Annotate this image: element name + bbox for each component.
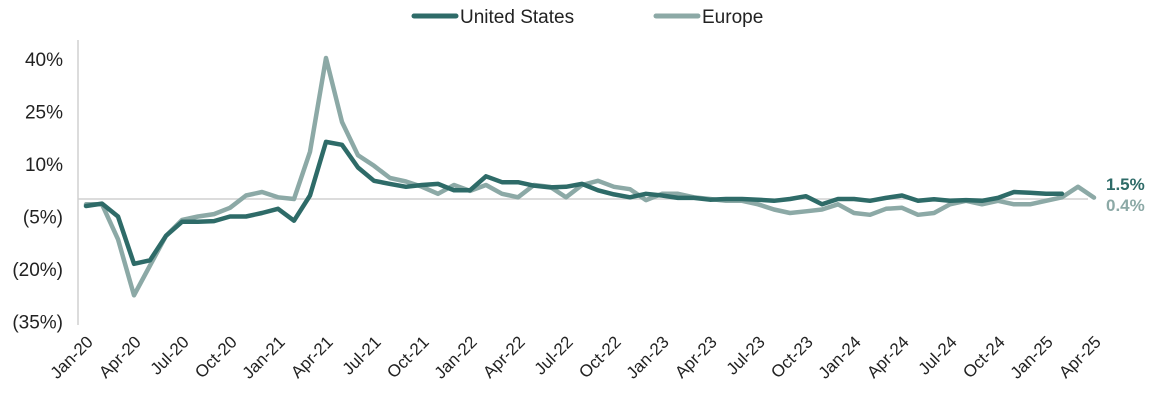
y-axis-ticks: 40% 25% 10% (5%) (20%) (35%) (12, 50, 63, 334)
x-tick-label: Jan-22 (431, 332, 481, 382)
y-tick-label: (35%) (12, 313, 63, 334)
x-tick-label: Jul-24 (915, 332, 961, 378)
x-tick-label: Jul-20 (147, 332, 193, 378)
y-tick-label: (5%) (23, 208, 63, 229)
x-tick-label: Jan-24 (815, 332, 865, 382)
x-tick-label: Apr-21 (287, 332, 337, 382)
end-label-united-states: 1.5% (1106, 175, 1145, 194)
x-tick-label: Apr-25 (1055, 332, 1105, 382)
x-tick-label: Jan-25 (1007, 332, 1057, 382)
y-tick-label: 25% (25, 103, 63, 124)
y-tick-label: 10% (25, 155, 63, 176)
legend-label-europe: Europe (702, 7, 763, 28)
x-tick-label: Oct-22 (575, 332, 625, 382)
x-tick-label: Apr-24 (863, 332, 913, 382)
series-lines (83, 55, 1097, 298)
x-tick-label: Oct-24 (959, 332, 1009, 382)
x-tick-label: Jan-21 (239, 332, 289, 382)
end-labels: 1.5% 0.4% (1106, 175, 1145, 215)
end-label-europe: 0.4% (1106, 196, 1145, 215)
x-tick-label: Jan-23 (623, 332, 673, 382)
y-tick-label: 40% (25, 50, 63, 71)
x-tick-label: Jul-21 (339, 332, 385, 378)
legend: United States Europe (411, 7, 763, 28)
x-tick-label: Oct-23 (767, 332, 817, 382)
x-tick-label: Oct-21 (383, 332, 433, 382)
x-tick-label: Apr-23 (671, 332, 721, 382)
x-tick-label: Jul-23 (723, 332, 769, 378)
x-tick-label: Apr-20 (95, 332, 145, 382)
x-tick-label: Jul-22 (531, 332, 577, 378)
series-line-united-states (83, 139, 1065, 267)
x-tick-label: Oct-20 (191, 332, 241, 382)
legend-label-united-states: United States (460, 7, 574, 28)
x-tick-label: Apr-22 (479, 332, 529, 382)
x-tick-label: Jan-20 (47, 332, 97, 382)
series-line-europe (83, 55, 1097, 298)
y-tick-label: (20%) (12, 260, 63, 281)
